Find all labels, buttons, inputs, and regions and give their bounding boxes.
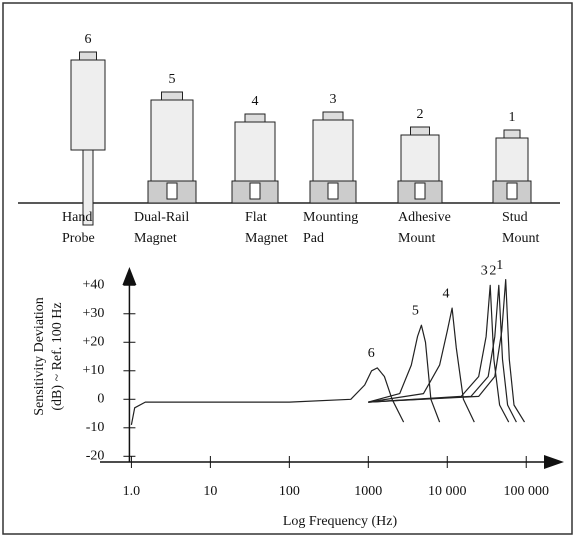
x-tick-label: 1.0 <box>123 484 141 499</box>
mount-name: Mount <box>502 231 539 246</box>
stud <box>166 182 178 200</box>
y-arrow <box>122 267 137 285</box>
x-axis-label: Log Frequency (Hz) <box>283 514 398 529</box>
x-arrow <box>544 455 564 469</box>
mount-number: 2 <box>417 107 424 122</box>
response-curve <box>130 367 405 426</box>
stud <box>327 182 339 200</box>
mount-name: Adhesive <box>398 210 451 225</box>
mount-name: Pad <box>303 231 324 246</box>
mount-name: Flat <box>245 210 267 225</box>
sensor-body <box>400 134 440 182</box>
y-tick-label: +30 <box>83 306 105 321</box>
y-tick-label: -10 <box>86 420 105 435</box>
mount-number: 1 <box>509 110 516 125</box>
mount-name: Mount <box>398 231 435 246</box>
mount-name: Magnet <box>245 231 288 246</box>
mount-name: Hand <box>62 210 92 225</box>
x-tick-label: 100 <box>279 484 300 499</box>
mount-name: Dual-Rail <box>134 210 189 225</box>
mount-number: 6 <box>85 32 92 47</box>
probe-shaft <box>82 149 94 226</box>
sensor-body <box>495 137 529 182</box>
response-curve <box>368 307 475 423</box>
mount-number: 4 <box>252 94 259 109</box>
y-axis-label: (dB) ~ Ref. 100 Hz <box>50 302 65 410</box>
curve-label: 2 <box>489 263 496 278</box>
response-curve <box>368 284 510 423</box>
sensor-body <box>150 99 194 182</box>
x-tick-label: 10 000 <box>428 484 467 499</box>
response-curve <box>368 284 517 423</box>
mount-number: 3 <box>330 92 337 107</box>
y-tick-label: +40 <box>83 277 105 292</box>
mount-number: 5 <box>169 72 176 87</box>
curve-label: 3 <box>481 263 488 278</box>
curve-label: 1 <box>496 258 503 273</box>
mount-name: Mounting <box>303 210 358 225</box>
x-tick-label: 100 000 <box>503 484 549 499</box>
curve-label: 4 <box>443 286 450 301</box>
mount-name: Magnet <box>134 231 177 246</box>
stud <box>506 182 518 200</box>
y-axis-label: Sensitivity Deviation <box>32 297 47 416</box>
y-tick-label: -20 <box>86 449 105 464</box>
mount-name: Probe <box>62 231 95 246</box>
mount-name: Stud <box>502 210 528 225</box>
stud <box>414 182 426 200</box>
x-tick-label: 10 <box>203 484 217 499</box>
curve-label: 6 <box>368 346 375 361</box>
stud <box>249 182 261 200</box>
y-tick-label: +20 <box>83 334 105 349</box>
x-tick-label: 1000 <box>354 484 382 499</box>
sensor-body <box>70 59 106 151</box>
y-tick-label: 0 <box>97 392 104 407</box>
sensor-body <box>234 121 276 182</box>
response-curve <box>368 324 441 423</box>
curve-label: 5 <box>412 303 419 318</box>
sensor-body <box>312 119 354 182</box>
response-curve <box>368 279 526 423</box>
y-tick-label: +10 <box>83 363 105 378</box>
